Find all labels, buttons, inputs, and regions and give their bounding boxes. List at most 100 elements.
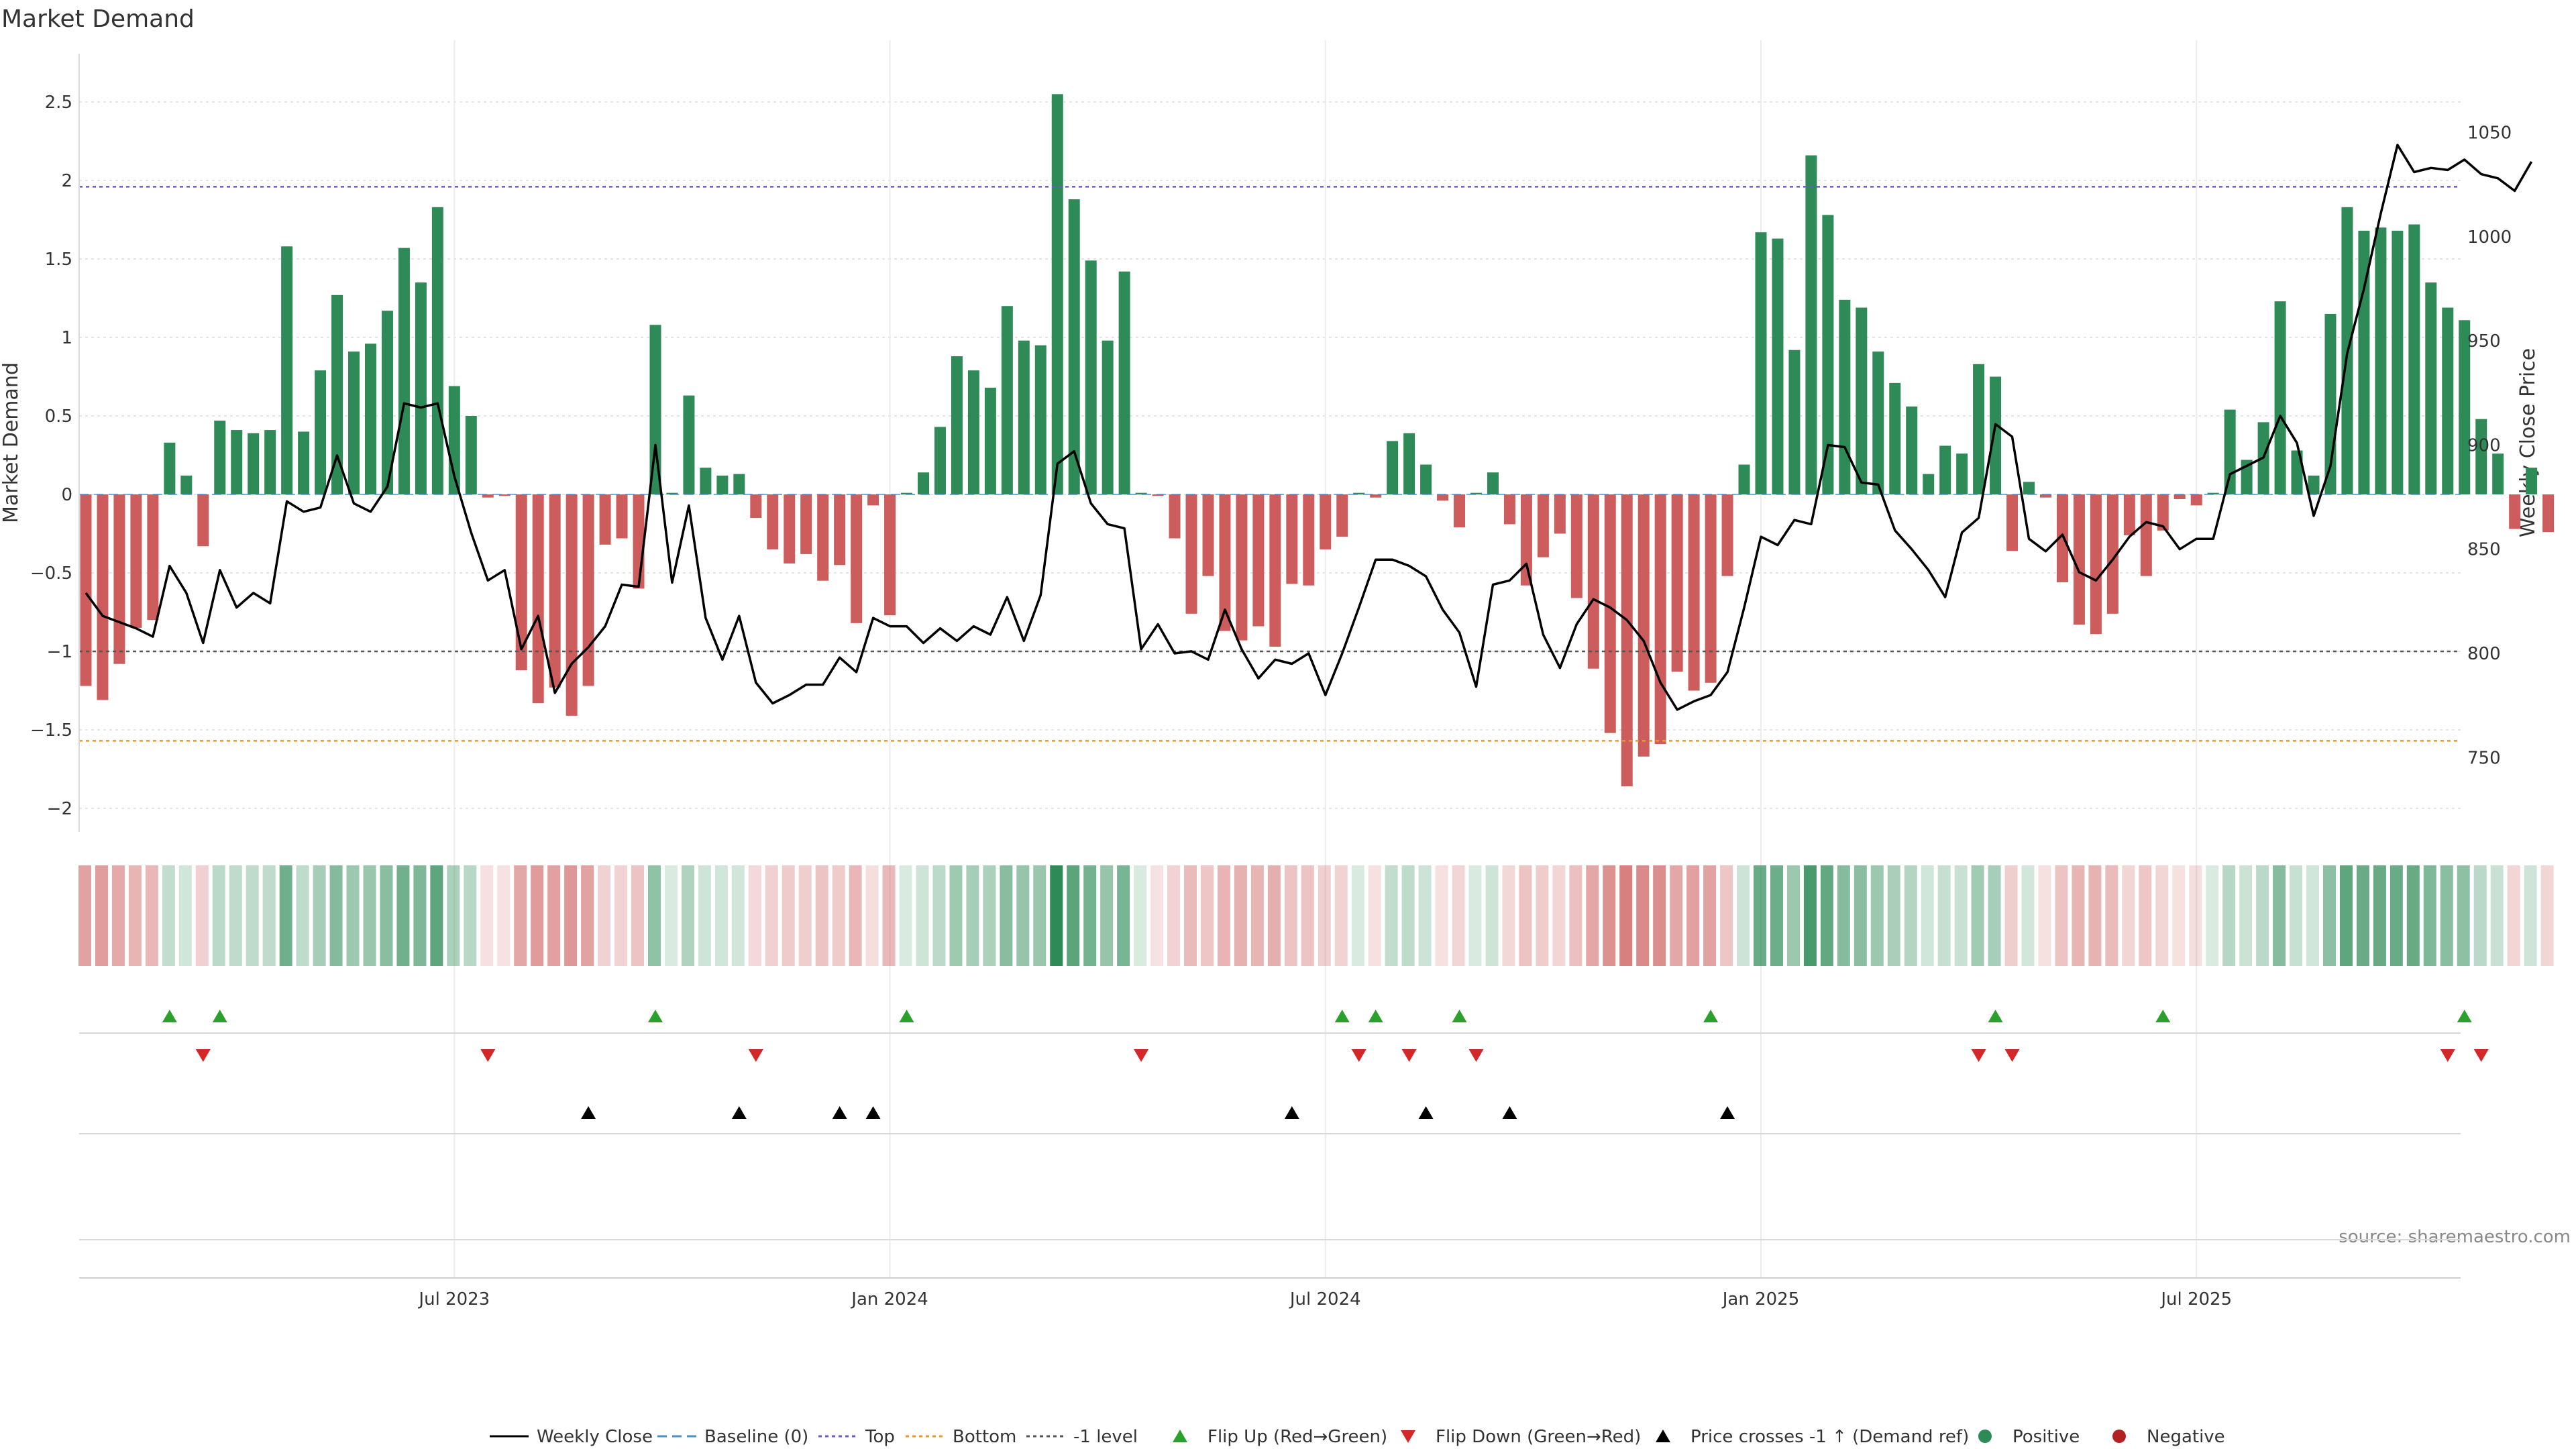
negative-demand-bar: [884, 494, 896, 616]
negative-demand-bar: [1621, 494, 1633, 787]
flip-up-marker: [647, 1010, 663, 1022]
positive-demand-bar: [901, 492, 913, 494]
heat-strip-cell: [1485, 865, 1499, 966]
negative-demand-bar: [2056, 494, 2068, 583]
heat-strip-cell: [932, 865, 946, 966]
heat-strip-cell: [1067, 865, 1080, 966]
negative-demand-bar: [1169, 494, 1181, 539]
legend-label: Price crosses -1 ↑ (Demand ref): [1690, 1427, 1969, 1447]
positive-demand-bar: [264, 430, 276, 494]
positive-demand-bar: [2475, 419, 2487, 494]
negative-demand-bar: [582, 494, 594, 686]
flip-down-marker: [1351, 1049, 1366, 1062]
price-cross-marker: [1418, 1106, 1434, 1119]
heat-strip-cell: [1217, 865, 1230, 966]
positive-demand-bar: [1788, 350, 1801, 494]
negative-demand-bar: [817, 494, 829, 581]
negative-demand-bar: [1185, 494, 1197, 614]
negative-demand-bar: [1638, 494, 1650, 757]
heat-strip-cell: [1418, 865, 1432, 966]
heat-strip-cell: [614, 865, 628, 966]
negative-demand-bar: [1688, 494, 1700, 691]
positive-demand-bar: [1755, 232, 1767, 494]
heat-strip-cell: [1988, 865, 2001, 966]
y2-tick-label: 900: [2467, 435, 2501, 455]
source-credit: source: sharemaestro.com: [2339, 1227, 2571, 1247]
heat-strip-cell: [882, 865, 896, 966]
negative-demand-bar: [2006, 494, 2019, 551]
flip-down-marker: [1134, 1049, 1149, 1062]
legend-swatch-triangle-down: [1401, 1430, 1415, 1443]
positive-demand-bar: [1135, 492, 1147, 494]
positive-demand-bar: [951, 356, 963, 494]
legend-label: Weekly Close: [537, 1427, 653, 1447]
positive-demand-bar: [1470, 492, 1483, 494]
price-cross-marker: [1284, 1106, 1299, 1119]
negative-demand-bar: [784, 494, 796, 564]
heat-strip-cell: [2290, 865, 2303, 966]
negative-demand-bar: [1303, 494, 1315, 586]
positive-demand-bar: [716, 475, 729, 494]
heat-strip-cell: [1954, 865, 1968, 966]
positive-demand-bar: [1034, 345, 1046, 494]
heat-strip-cell: [212, 865, 225, 966]
flip-up-marker: [1368, 1010, 1383, 1022]
heat-strip-cell: [413, 865, 427, 966]
positive-demand-bar: [1973, 364, 1985, 494]
positive-demand-bar: [666, 492, 678, 494]
flip-down-marker: [2440, 1049, 2455, 1062]
flip-down-marker: [748, 1049, 763, 1062]
heat-strip-cell: [564, 865, 578, 966]
heat-strip-cell: [916, 865, 929, 966]
flip-down-marker: [195, 1049, 211, 1062]
legend-swatch-dot: [1978, 1430, 1992, 1443]
heat-strip-cell: [1401, 865, 1415, 966]
negative-demand-bar: [1721, 494, 1733, 576]
flip-up-marker: [162, 1010, 177, 1022]
heat-strip-cell: [178, 865, 192, 966]
heat-strip-cell: [2239, 865, 2253, 966]
positive-demand-bar: [2375, 227, 2387, 494]
positive-demand-bar: [1487, 472, 1499, 494]
negative-demand-bar: [1219, 494, 1231, 631]
heat-strip-cell: [899, 865, 912, 966]
heat-strip-cell: [2524, 865, 2537, 966]
flip-up-marker: [1334, 1010, 1350, 1022]
heat-strip-cell: [1134, 865, 1147, 966]
positive-demand-bar: [2459, 320, 2471, 494]
heat-strip-cell: [1184, 865, 1197, 966]
heat-strip-cell: [1519, 865, 1532, 966]
negative-demand-bar: [834, 494, 846, 566]
heat-strip-cell: [1167, 865, 1181, 966]
negative-demand-bar: [1252, 494, 1265, 627]
positive-demand-bar: [415, 282, 427, 494]
heat-strip-cell: [1754, 865, 1766, 966]
positive-demand-bar: [1839, 299, 1851, 494]
flip-down-marker: [2473, 1049, 2489, 1062]
heat-strip-cell: [1117, 865, 1130, 966]
heat-strip-cell: [2038, 865, 2051, 966]
negative-demand-bar: [2090, 494, 2102, 635]
heat-strip-cell: [2490, 865, 2504, 966]
x-tick-label: Jan 2024: [850, 1289, 928, 1309]
positive-demand-bar: [2492, 453, 2504, 494]
reference-lines: [79, 186, 2461, 742]
negative-demand-bar: [633, 494, 645, 589]
positive-demand-bar: [1102, 340, 1114, 494]
legend-swatch-dot: [2112, 1430, 2126, 1443]
positive-demand-bar: [431, 207, 443, 494]
heat-strip-cell: [1150, 865, 1164, 966]
heat-strip-cell: [78, 865, 91, 966]
heat-strip-cell: [1670, 865, 1683, 966]
negative-demand-bar: [851, 494, 863, 623]
negative-demand-bar: [515, 494, 527, 671]
heat-strip-cell: [329, 865, 343, 966]
positive-demand-bar: [2207, 492, 2219, 494]
negative-demand-bar: [2039, 494, 2051, 498]
heat-strip-cell: [547, 865, 561, 966]
positive-demand-bar: [1353, 492, 1365, 494]
heat-strip-cell: [1301, 865, 1314, 966]
negative-demand-bar: [1152, 494, 1164, 496]
positive-demand-bar: [364, 343, 376, 494]
heat-strip-cell: [1250, 865, 1264, 966]
